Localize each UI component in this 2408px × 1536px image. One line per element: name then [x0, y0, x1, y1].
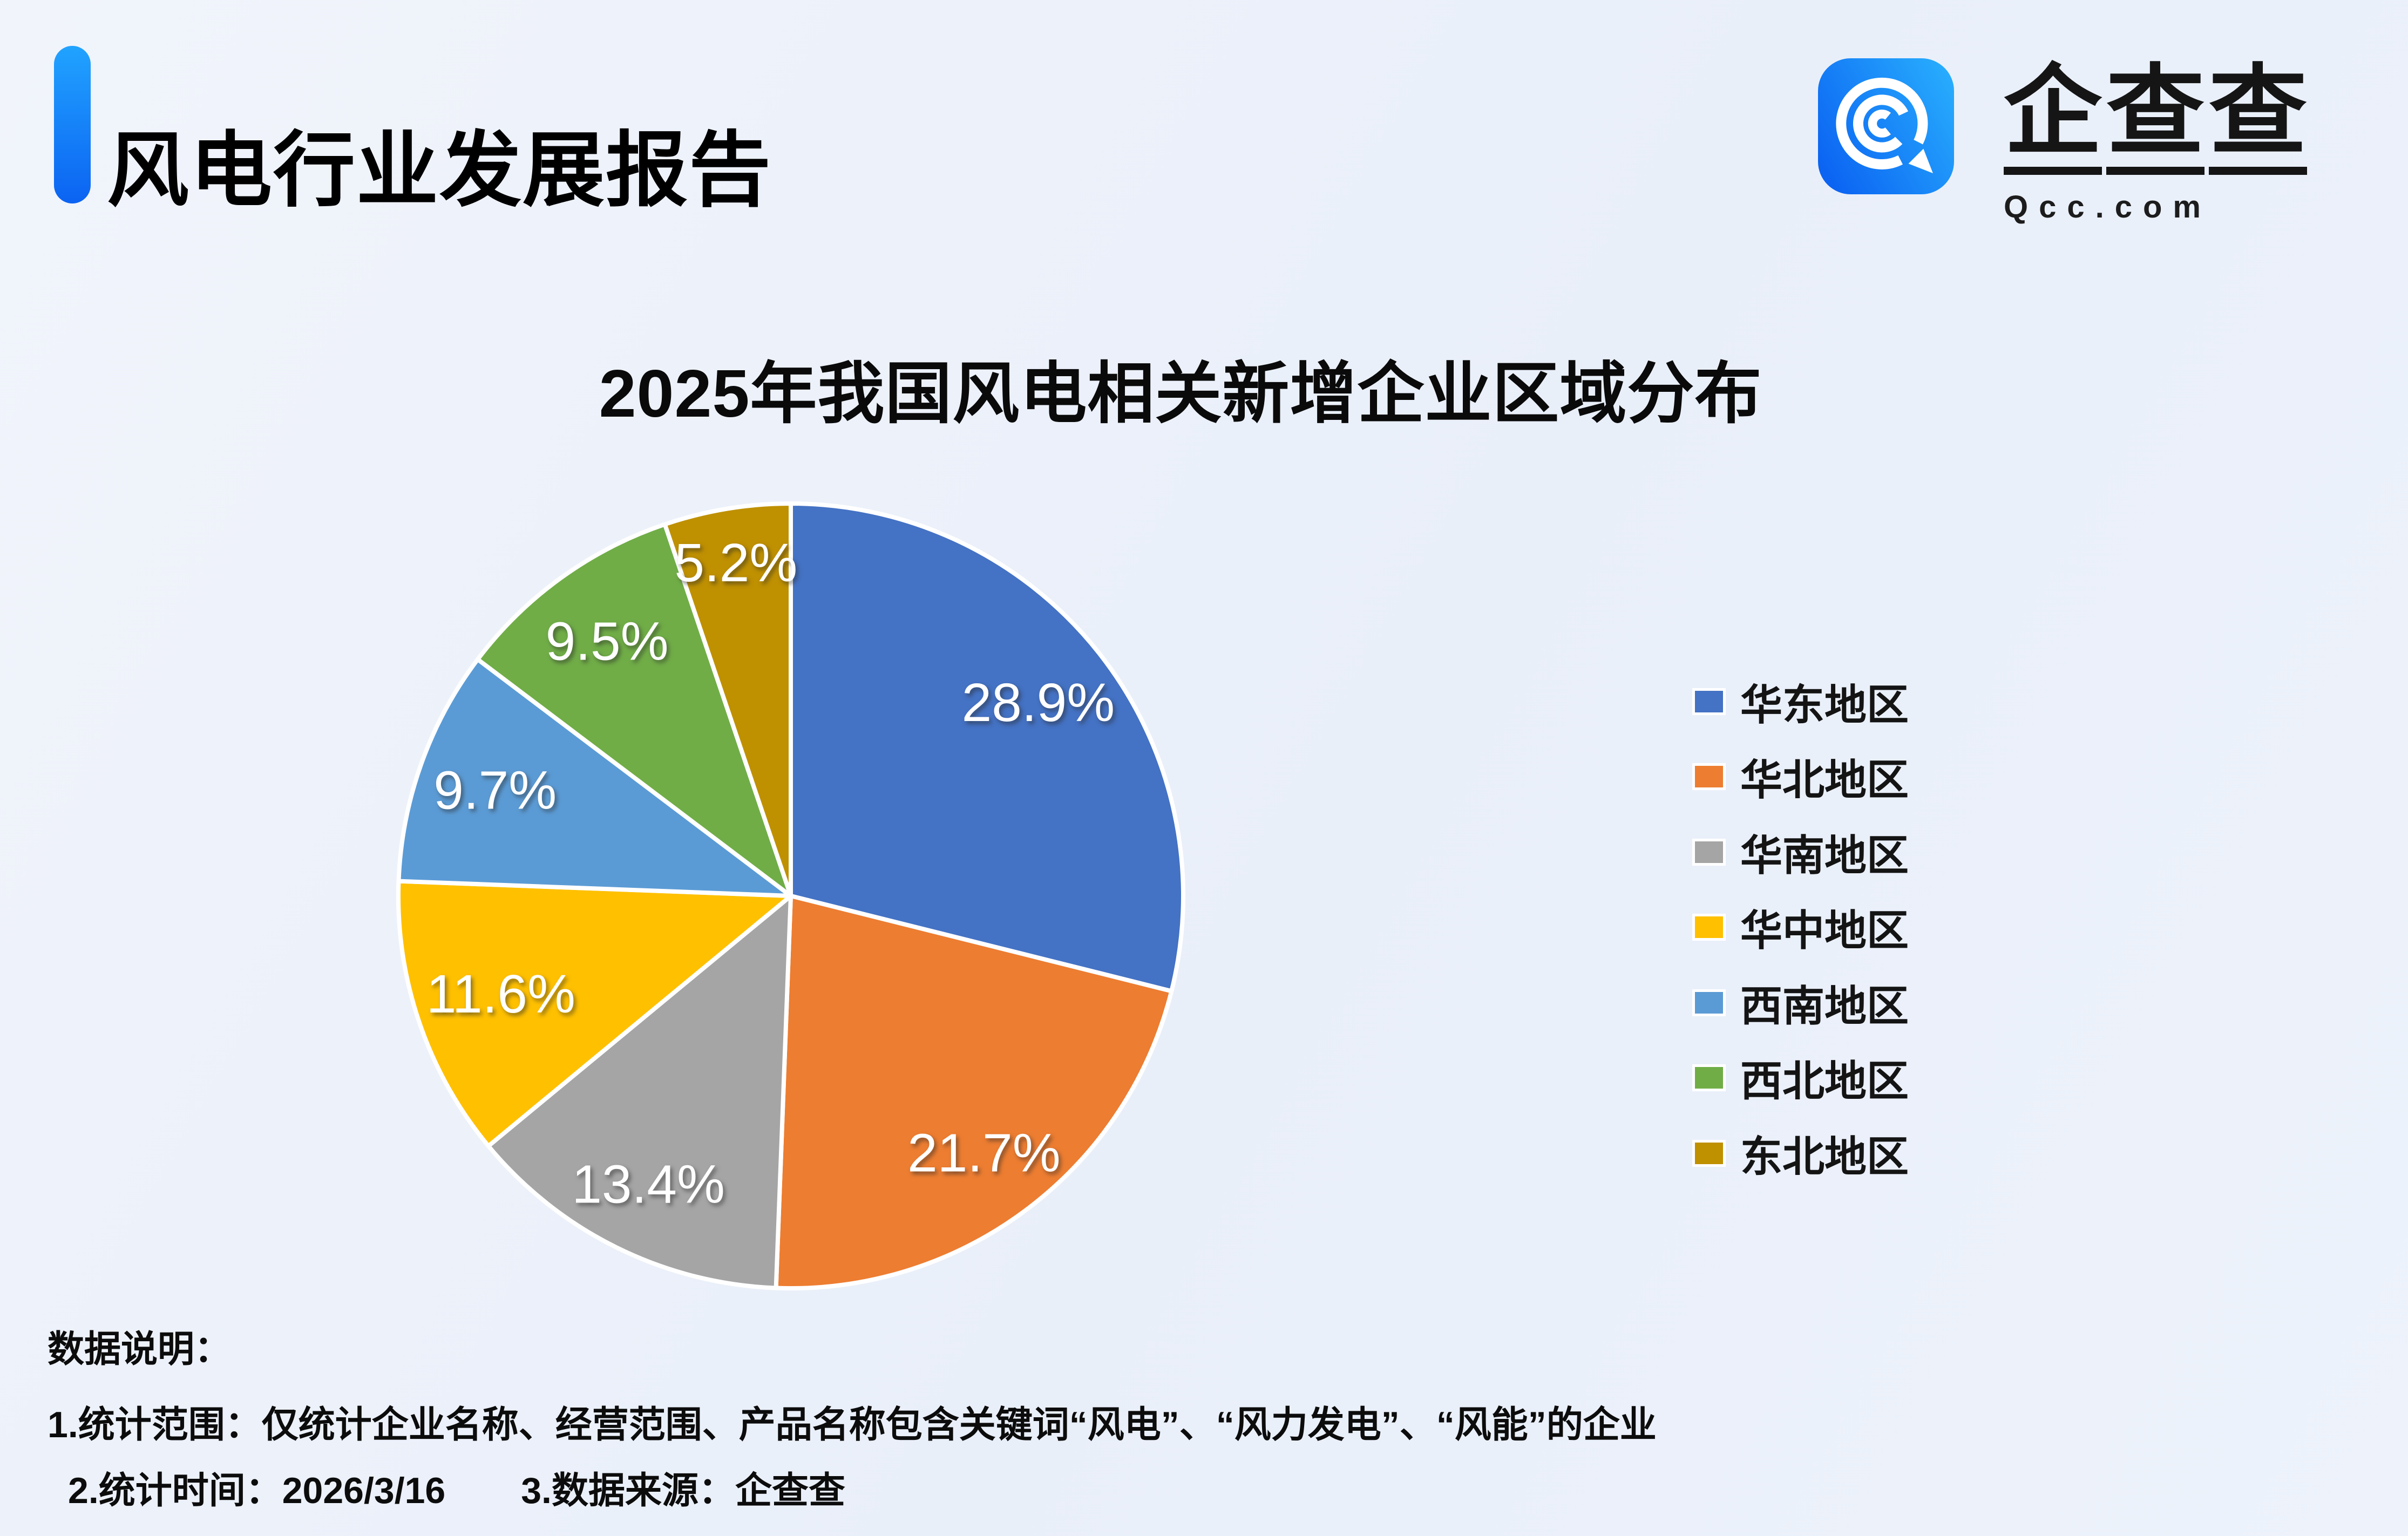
brand-char: 查 — [2209, 58, 2307, 175]
legend-label: 西南地区 — [1740, 982, 1909, 1030]
chart-title: 2025年我国风电相关新增企业区域分布 — [599, 357, 1762, 431]
note-time: 2.统计时间：2026/3/16 — [68, 1470, 446, 1511]
pie-slice — [486, 894, 793, 1290]
legend-label: 华北地区 — [1740, 756, 1909, 804]
pie-slice — [774, 894, 1174, 1290]
pie-slice — [662, 501, 793, 898]
legend-item: 华北地区 — [1695, 739, 1909, 815]
chart-legend: 华东地区华北地区华南地区华中地区西南地区西北地区东北地区 — [1695, 664, 1909, 1191]
pie-slice-percentage-label: 13.4% — [572, 1154, 725, 1215]
brand-char: 查 — [2106, 58, 2204, 175]
title-accent-bar — [54, 46, 91, 203]
legend-label: 西北地区 — [1740, 1057, 1909, 1105]
report-title: 风电行业发展报告 — [107, 124, 772, 216]
pie-slice-percentage-label: 5.2% — [674, 533, 797, 593]
brand-char: 企 — [2004, 58, 2102, 175]
pie-slice-percentage-label: 21.7% — [907, 1123, 1061, 1184]
legend-item: 东北地区 — [1695, 1116, 1909, 1191]
legend-item: 西北地区 — [1695, 1041, 1909, 1116]
legend-swatch — [1695, 766, 1723, 788]
legend-swatch — [1695, 1067, 1723, 1089]
note-time-source: 2.统计时间：2026/3/16 3.数据来源：企查查 — [68, 1460, 845, 1514]
pie-slice — [476, 522, 793, 898]
legend-label: 东北地区 — [1740, 1132, 1909, 1180]
legend-item: 华中地区 — [1695, 890, 1909, 966]
qcc-logo: 企查查 Qcc.com — [1818, 58, 2311, 225]
legend-label: 华南地区 — [1740, 831, 1909, 879]
legend-item: 华南地区 — [1695, 814, 1909, 890]
qcc-logo-icon — [1818, 58, 1954, 194]
note-scope: 1.统计范围：仅统计企业名称、经营范围、产品名称包含关键词“风电”、“风力发电”… — [48, 1404, 1657, 1445]
pie-slice — [789, 501, 1186, 994]
legend-item: 西南地区 — [1695, 965, 1909, 1041]
pie-slice-percentage-label: 11.6% — [426, 964, 575, 1024]
pie-slice-percentage-label: 9.5% — [546, 611, 669, 671]
pie-slice-percentage-label: 28.9% — [962, 672, 1115, 733]
qcc-domain: Qcc.com — [2004, 189, 2212, 225]
legend-swatch — [1695, 690, 1723, 712]
pie-slice — [396, 879, 793, 1148]
legend-swatch — [1695, 916, 1723, 939]
legend-item: 华东地区 — [1695, 664, 1909, 739]
notes-heading: 数据说明： — [48, 1329, 232, 1370]
qcc-brand-name: 企查查 — [2004, 58, 2311, 175]
legend-swatch — [1695, 841, 1723, 863]
note-source: 3.数据来源：企查查 — [521, 1470, 845, 1511]
pie-slice — [396, 657, 793, 898]
legend-swatch — [1695, 1142, 1723, 1164]
legend-label: 华中地区 — [1740, 907, 1909, 955]
pie-slice-percentage-label: 9.7% — [433, 760, 557, 821]
legend-swatch — [1695, 991, 1723, 1014]
legend-label: 华东地区 — [1740, 681, 1909, 729]
